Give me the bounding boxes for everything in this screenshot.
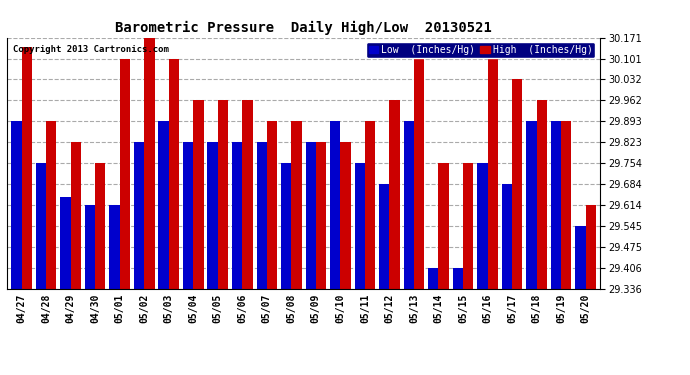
Bar: [46, 121, 57, 289]
Bar: [159, 121, 169, 289]
Bar: [144, 38, 155, 289]
Bar: [526, 121, 537, 289]
Bar: [95, 163, 106, 289]
Bar: [340, 142, 351, 289]
Bar: [561, 121, 571, 289]
Bar: [463, 163, 473, 289]
Bar: [85, 205, 95, 289]
Bar: [169, 58, 179, 289]
Bar: [488, 58, 497, 289]
Bar: [453, 268, 463, 289]
Bar: [365, 121, 375, 289]
Bar: [208, 142, 218, 289]
Bar: [193, 100, 204, 289]
Bar: [414, 58, 424, 289]
Bar: [586, 205, 596, 289]
Bar: [477, 163, 488, 289]
Bar: [502, 184, 512, 289]
Bar: [438, 163, 449, 289]
Bar: [316, 142, 326, 289]
Title: Barometric Pressure  Daily High/Low  20130521: Barometric Pressure Daily High/Low 20130…: [115, 21, 492, 35]
Bar: [281, 163, 291, 289]
Bar: [575, 226, 586, 289]
Bar: [291, 121, 302, 289]
Bar: [428, 268, 438, 289]
Bar: [257, 142, 267, 289]
Bar: [36, 163, 46, 289]
Bar: [537, 100, 547, 289]
Bar: [119, 58, 130, 289]
Bar: [11, 121, 21, 289]
Bar: [404, 121, 414, 289]
Bar: [242, 100, 253, 289]
Bar: [60, 197, 70, 289]
Bar: [110, 205, 119, 289]
Bar: [512, 80, 522, 289]
Legend: Low  (Inches/Hg), High  (Inches/Hg): Low (Inches/Hg), High (Inches/Hg): [366, 42, 595, 58]
Bar: [183, 142, 193, 289]
Bar: [379, 184, 389, 289]
Bar: [218, 100, 228, 289]
Bar: [551, 121, 561, 289]
Text: Copyright 2013 Cartronics.com: Copyright 2013 Cartronics.com: [13, 45, 169, 54]
Bar: [134, 142, 144, 289]
Bar: [267, 121, 277, 289]
Bar: [70, 142, 81, 289]
Bar: [306, 142, 316, 289]
Bar: [355, 163, 365, 289]
Bar: [21, 47, 32, 289]
Bar: [232, 142, 242, 289]
Bar: [389, 100, 400, 289]
Bar: [330, 121, 340, 289]
